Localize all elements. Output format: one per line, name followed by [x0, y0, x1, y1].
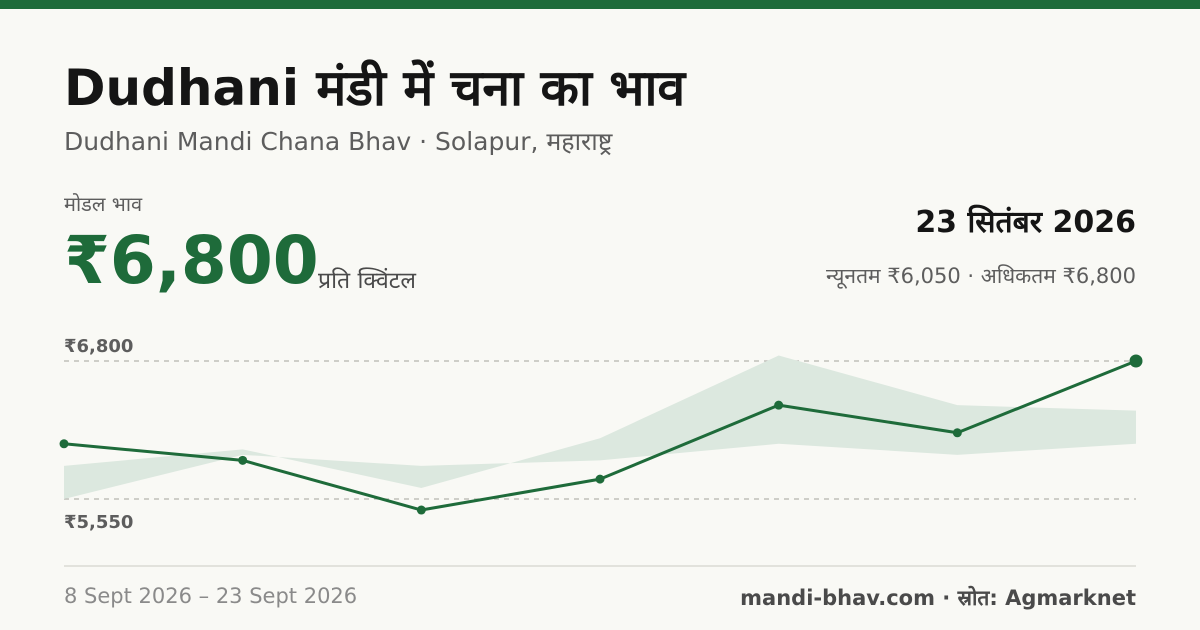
price-date: 23 सितंबर 2026	[915, 205, 1136, 240]
date-period: 8 Sept 2026 – 23 Sept 2026	[64, 584, 358, 608]
price-unit: प्रति क्विंटल	[318, 268, 416, 294]
min-max-band	[64, 355, 1136, 499]
data-point	[416, 505, 426, 515]
data-source: mandi-bhav.com · स्रोत: Agmarknet	[740, 586, 1136, 610]
data-point	[59, 439, 69, 449]
data-point	[1129, 354, 1143, 368]
page-subtitle: Dudhani Mandi Chana Bhav · Solapur, महार…	[64, 127, 613, 156]
top-accent-bar	[0, 0, 1200, 9]
y-tick-label: ₹6,800	[64, 336, 133, 357]
y-tick-label: ₹5,550	[64, 512, 133, 533]
modal-price-label: मोडल भाव	[64, 192, 143, 216]
footer-divider	[64, 565, 1136, 567]
data-point	[774, 400, 784, 410]
data-point	[595, 474, 605, 484]
data-point	[238, 455, 248, 465]
modal-price-value: ₹6,800	[64, 222, 319, 299]
min-max-range: न्यूनतम ₹6,050 · अधिकतम ₹6,800	[826, 264, 1136, 288]
page-title: Dudhani मंडी में चना का भाव	[64, 59, 686, 117]
data-point	[952, 428, 962, 438]
